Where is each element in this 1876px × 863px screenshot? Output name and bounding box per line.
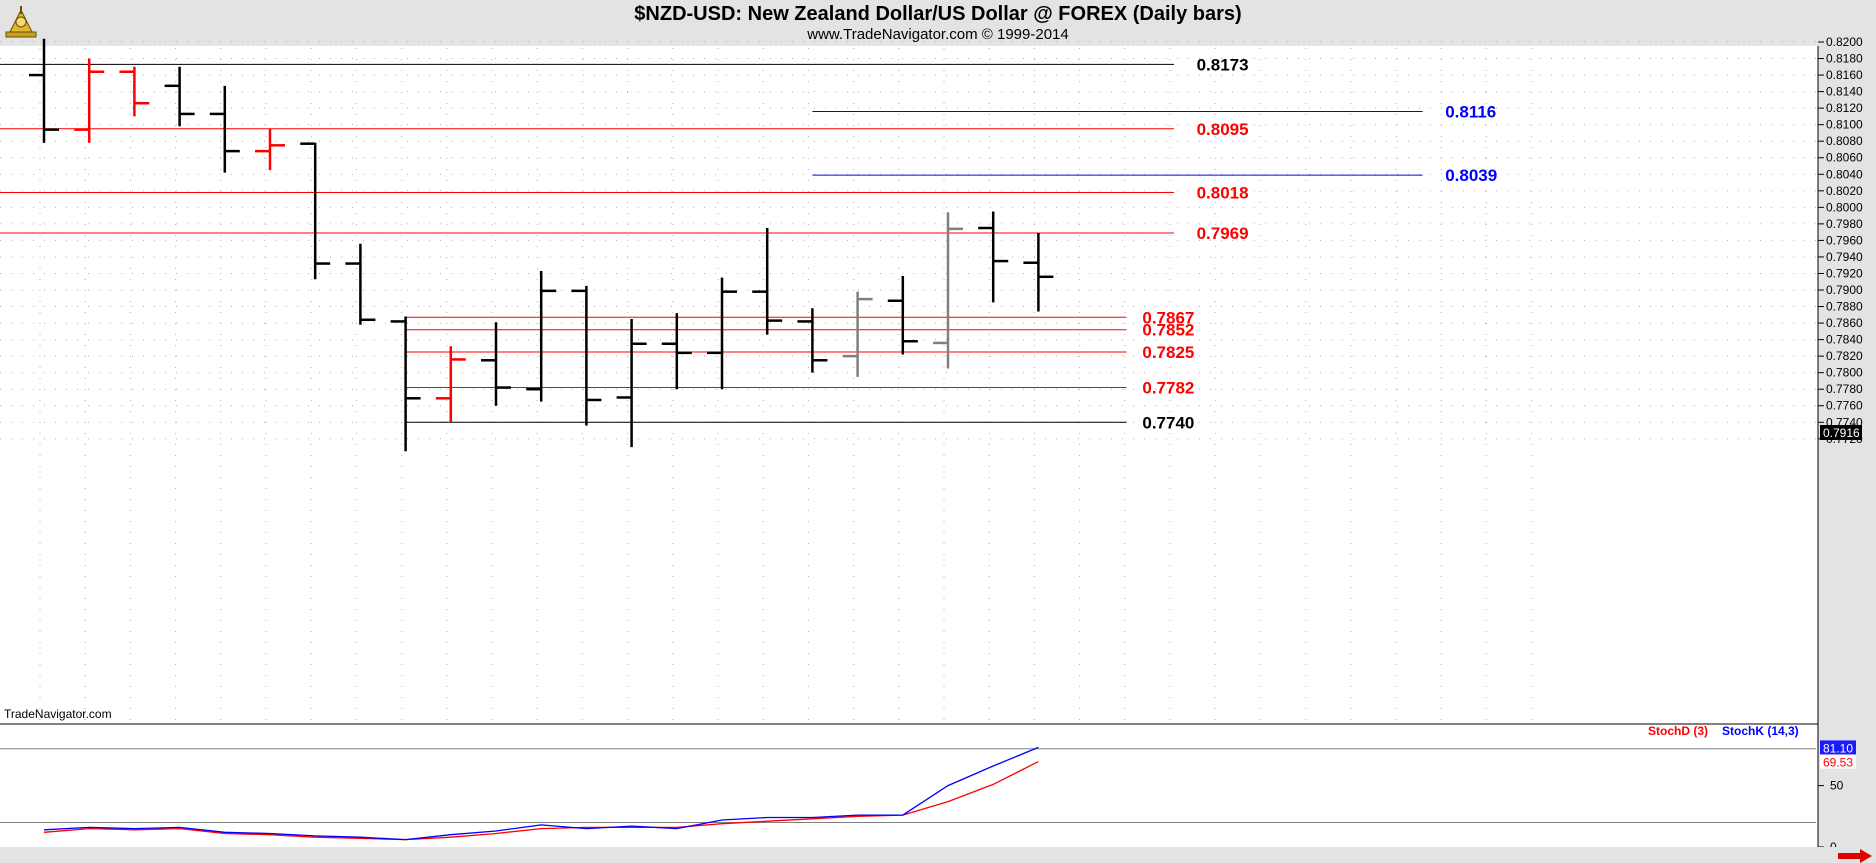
level-label: 0.8095 bbox=[1197, 120, 1249, 139]
trade-navigator-logo-icon bbox=[5, 6, 37, 38]
stoch-last-value-box bbox=[1820, 740, 1856, 755]
last-price-box: 0.7916 bbox=[1820, 425, 1862, 440]
stoch-series-line bbox=[43, 761, 1039, 841]
ohlc-bar bbox=[933, 212, 963, 369]
y-tick-label: 0.8100 bbox=[1826, 118, 1863, 132]
y-tick-label: 0.7940 bbox=[1826, 250, 1863, 264]
stoch-last-value-label: 81.10 bbox=[1823, 741, 1853, 755]
scroll-right-arrow-icon[interactable] bbox=[1838, 849, 1872, 863]
y-tick-label: 0.7820 bbox=[1826, 349, 1863, 363]
ohlc-bar bbox=[390, 316, 421, 452]
y-tick-label: 0.7800 bbox=[1826, 366, 1863, 380]
level-label: 0.8039 bbox=[1445, 166, 1497, 185]
ohlc-bar bbox=[978, 211, 1009, 303]
ohlc-bar bbox=[707, 277, 737, 390]
ohlc-bar bbox=[209, 85, 240, 173]
y-tick-label: 0.8040 bbox=[1826, 167, 1863, 181]
level-label: 0.7740 bbox=[1142, 413, 1194, 432]
ohlc-bar bbox=[119, 66, 150, 117]
ohlc-bars bbox=[29, 38, 1054, 452]
y-tick-label: 0.8060 bbox=[1826, 151, 1863, 165]
level-label: 0.8018 bbox=[1197, 183, 1249, 202]
level-label: 0.7969 bbox=[1197, 224, 1249, 243]
y-tick-label: 0.7840 bbox=[1826, 333, 1863, 347]
level-label: 0.7852 bbox=[1142, 321, 1194, 340]
level-label: 0.7782 bbox=[1142, 379, 1194, 398]
y-tick-label: 0.7920 bbox=[1826, 266, 1863, 280]
support-resistance-levels: 0.8173 0.8116 0.8095 0.8039 0.8018 0.7969 0.78… bbox=[0, 55, 1497, 432]
ohlc-bar bbox=[435, 346, 466, 423]
indicator-panel-bg bbox=[0, 725, 1818, 847]
chart-subtitle: www.TradeNavigator.com © 1999-2014 bbox=[807, 26, 1069, 43]
chart-title: $NZD-USD: New Zealand Dollar/US Dollar @… bbox=[634, 3, 1242, 25]
y-tick-label: 0.8180 bbox=[1826, 52, 1863, 66]
ohlc-bar bbox=[842, 291, 873, 377]
ohlc-bar bbox=[300, 142, 331, 280]
watermark-text: TradeNavigator.com bbox=[4, 707, 112, 721]
stoch-legend-item: StochD (3) bbox=[1648, 724, 1708, 738]
y-tick-label: 0.8200 bbox=[1826, 35, 1863, 49]
axis-margin bbox=[1818, 46, 1876, 863]
y-tick-label: 0.7860 bbox=[1826, 316, 1863, 330]
ohlc-bar bbox=[345, 243, 376, 325]
ohlc-bar bbox=[481, 322, 511, 406]
stoch-series-line bbox=[43, 746, 1039, 841]
ohlc-bar bbox=[797, 308, 828, 373]
ohlc-bar bbox=[616, 318, 647, 448]
ohlc-bar bbox=[29, 38, 59, 143]
ohlc-bar bbox=[164, 66, 195, 127]
y-tick-label: 0.8160 bbox=[1826, 68, 1863, 82]
ohlc-bar bbox=[752, 228, 783, 335]
stoch-legend-item: StochK (14,3) bbox=[1722, 724, 1799, 738]
ohlc-bar bbox=[74, 58, 105, 143]
price-panel-bg bbox=[0, 46, 1818, 723]
y-tick-label: 0.7980 bbox=[1826, 217, 1863, 231]
last-price-box-bg bbox=[1820, 425, 1862, 440]
level-label: 0.8116 bbox=[1445, 102, 1496, 121]
y-tick-label: 0.7900 bbox=[1826, 283, 1863, 297]
ohlc-bar bbox=[887, 275, 918, 355]
y-tick-label: 0.8080 bbox=[1826, 134, 1863, 148]
y-tick-label: 0.8020 bbox=[1826, 184, 1863, 198]
y-tick-label: 0.7780 bbox=[1826, 382, 1863, 396]
y-tick-label: 0.8120 bbox=[1826, 101, 1863, 115]
ohlc-bar bbox=[571, 285, 602, 426]
level-label: 0.7825 bbox=[1142, 343, 1194, 362]
ohlc-bar bbox=[661, 313, 692, 390]
y-tick-label: 0.7880 bbox=[1826, 300, 1863, 314]
level-label: 0.7867 bbox=[1142, 308, 1194, 327]
y-tick-label: 0.8140 bbox=[1826, 85, 1863, 99]
last-price-label: 0.7916 bbox=[1823, 426, 1860, 440]
y-tick-label: 0.7760 bbox=[1826, 399, 1863, 413]
ohlc-bar bbox=[1023, 232, 1054, 312]
stoch-last-value-box bbox=[1820, 754, 1856, 769]
y-tick-label: 0.7960 bbox=[1826, 233, 1863, 247]
stoch-last-value-label: 69.53 bbox=[1823, 756, 1853, 770]
bottom-scrollbar[interactable] bbox=[0, 847, 1876, 863]
price-axis: 0.8200 0.8180 0.8160 0.8140 0.8120 0.8100 0.80… bbox=[1818, 35, 1863, 446]
level-label: 0.8173 bbox=[1197, 55, 1249, 74]
chart-header: $NZD-USD: New Zealand Dollar/US Dollar @… bbox=[0, 0, 1876, 46]
ohlc-bar bbox=[526, 270, 557, 402]
y-tick-label: 0.8000 bbox=[1826, 200, 1863, 214]
stoch-y-tick-label: 50 bbox=[1830, 779, 1844, 793]
ohlc-bar bbox=[255, 128, 285, 171]
